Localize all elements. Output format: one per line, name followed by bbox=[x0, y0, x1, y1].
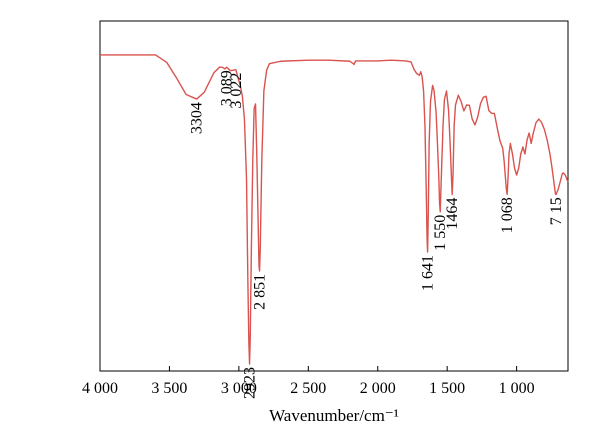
x-tick-label: 2 000 bbox=[360, 380, 396, 397]
peak-label: 1 550 bbox=[432, 215, 449, 251]
x-tick-label: 1 500 bbox=[429, 380, 465, 397]
peak-label: 1464 bbox=[444, 198, 461, 230]
plot-frame bbox=[99, 20, 569, 372]
peak-label: 2 851 bbox=[252, 274, 269, 310]
peak-label: 7 15 bbox=[548, 197, 565, 225]
peak-label: 3 022 bbox=[228, 73, 245, 109]
peak-label: 1 068 bbox=[499, 197, 516, 233]
peak-label: 3304 bbox=[189, 102, 206, 134]
x-tick-label: 2 500 bbox=[290, 380, 326, 397]
spectrum-line bbox=[100, 54, 569, 365]
peak-label: 3 089 bbox=[219, 70, 236, 106]
peak-label: 1 641 bbox=[420, 255, 437, 291]
peak-label: 2923 bbox=[242, 367, 259, 399]
x-axis-ticks: 4 000 3 500 3 000 2 500 2 000 1 500 1 000 bbox=[82, 366, 535, 397]
x-tick-label: 3 500 bbox=[151, 380, 187, 397]
x-tick-label: 3 000 bbox=[221, 380, 257, 397]
x-tick-label: 4 000 bbox=[82, 380, 118, 397]
x-tick-label: 1 000 bbox=[499, 380, 535, 397]
x-axis-label: Wavenumber/cm⁻¹ bbox=[269, 406, 399, 425]
